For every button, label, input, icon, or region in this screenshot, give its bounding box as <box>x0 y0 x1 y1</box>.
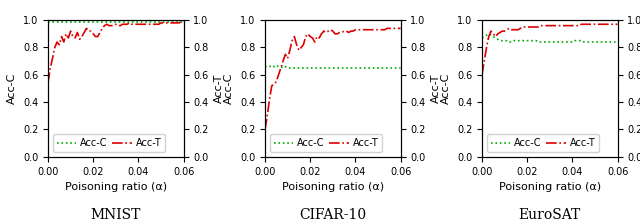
Acc-T <box>261 128 269 131</box>
Acc-T <box>525 26 533 28</box>
Acc-T <box>333 32 341 35</box>
Y-axis label: Acc-C: Acc-C <box>225 73 234 104</box>
Acc-T <box>379 28 387 31</box>
Acc-T <box>125 22 133 24</box>
Acc-C <box>338 67 346 69</box>
Y-axis label: Acc-T: Acc-T <box>431 74 441 103</box>
Acc-C <box>505 41 513 43</box>
Acc-T <box>342 30 350 32</box>
Line: Acc-T: Acc-T <box>48 22 184 83</box>
Acc-T <box>559 24 567 27</box>
Y-axis label: Acc-C: Acc-C <box>442 73 451 104</box>
Acc-C <box>261 65 269 68</box>
Acc-T <box>614 23 621 26</box>
Acc-C <box>564 41 572 43</box>
Acc-T <box>598 23 605 26</box>
Acc-C <box>510 39 518 42</box>
Acc-C <box>292 67 300 69</box>
Text: MNIST: MNIST <box>91 208 141 222</box>
Acc-C <box>515 39 522 42</box>
Acc-C <box>397 67 404 69</box>
Acc-C <box>383 67 391 69</box>
X-axis label: Poisoning ratio (α): Poisoning ratio (α) <box>499 182 601 192</box>
Acc-T <box>478 73 486 76</box>
Y-axis label: Acc-C: Acc-C <box>7 73 17 104</box>
Legend: Acc-C, Acc-T: Acc-C, Acc-T <box>270 134 383 152</box>
Acc-C <box>180 20 188 23</box>
Acc-T <box>92 35 99 38</box>
Acc-T <box>162 22 170 24</box>
Line: Acc-T: Acc-T <box>482 24 618 75</box>
Acc-T <box>71 37 79 39</box>
Acc-C <box>268 64 276 67</box>
Acc-C <box>614 41 621 43</box>
Acc-T <box>505 27 513 30</box>
X-axis label: Poisoning ratio (α): Poisoning ratio (α) <box>65 182 167 192</box>
Acc-T <box>550 24 558 27</box>
Acc-C <box>44 20 52 23</box>
Acc-C <box>298 67 305 69</box>
Acc-T <box>177 20 185 23</box>
Acc-C <box>555 41 563 43</box>
Acc-T <box>116 24 124 27</box>
Acc-C <box>313 67 321 69</box>
Acc-C <box>116 20 124 23</box>
X-axis label: Poisoning ratio (α): Poisoning ratio (α) <box>282 182 384 192</box>
Acc-C <box>530 39 538 42</box>
Acc-C <box>125 20 133 23</box>
Acc-C <box>162 20 170 23</box>
Acc-T <box>577 23 585 26</box>
Line: Acc-C: Acc-C <box>265 65 401 68</box>
Acc-T <box>510 28 518 31</box>
Text: CIFAR-10: CIFAR-10 <box>300 208 366 222</box>
Acc-C <box>92 20 99 23</box>
Acc-T <box>308 37 316 39</box>
Acc-C <box>71 20 79 23</box>
Text: EuroSAT: EuroSAT <box>518 208 581 222</box>
Acc-T <box>383 27 391 30</box>
Acc-T <box>76 38 83 41</box>
Acc-T <box>288 39 296 42</box>
Acc-C <box>478 37 486 39</box>
Acc-C <box>600 41 608 43</box>
Acc-C <box>485 32 493 35</box>
Acc-C <box>76 20 83 23</box>
Y-axis label: Acc-T: Acc-T <box>214 74 224 103</box>
Acc-C <box>279 67 287 69</box>
Line: Acc-T: Acc-T <box>265 28 401 129</box>
Acc-T <box>397 27 404 30</box>
Acc-C <box>347 67 355 69</box>
Acc-T <box>180 20 188 23</box>
Legend: Acc-C, Acc-T: Acc-C, Acc-T <box>487 134 600 152</box>
Acc-T <box>44 82 52 84</box>
Line: Acc-C: Acc-C <box>482 34 618 42</box>
Acc-T <box>292 43 300 46</box>
Legend: Acc-C, Acc-T: Acc-C, Acc-T <box>53 134 165 152</box>
